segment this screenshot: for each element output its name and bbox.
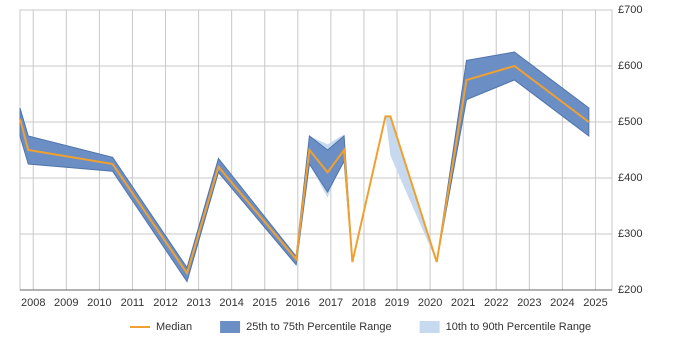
legend-label: 25th to 75th Percentile Range [246,321,392,333]
y-tick-label: £400 [618,172,642,184]
x-tick-label: 2012 [153,297,177,309]
legend-label: Median [156,321,192,333]
x-tick-label: 2011 [121,297,145,309]
median-line [19,64,590,276]
x-tick-label: 2010 [87,297,111,309]
y-tick-label: £200 [618,284,642,296]
x-tick-label: 2024 [550,297,574,309]
x-tick-label: 2016 [286,297,310,309]
x-tick-label: 2017 [319,297,343,309]
x-tick-label: 2015 [252,297,276,309]
x-tick-label: 2021 [451,297,475,309]
x-tick-label: 2025 [583,297,607,309]
x-tick-label: 2019 [385,297,409,309]
x-tick-label: 2023 [517,297,541,309]
y-tick-label: £600 [618,60,642,72]
legend-swatch [419,321,440,333]
x-tick-label: 2014 [219,297,243,309]
x-tick-label: 2020 [418,297,442,309]
y-tick-label: £300 [618,228,642,240]
y-tick-label: £700 [618,4,642,16]
x-tick-label: 2018 [352,297,376,309]
x-tick-label: 2013 [186,297,210,309]
y-tick-label: £500 [618,116,642,128]
x-tick-label: 2008 [21,297,45,309]
legend-swatch [220,321,241,333]
x-tick-label: 2022 [484,297,508,309]
x-tick-label: 2009 [54,297,78,309]
legend-label: 10th to 90th Percentile Range [446,321,592,333]
